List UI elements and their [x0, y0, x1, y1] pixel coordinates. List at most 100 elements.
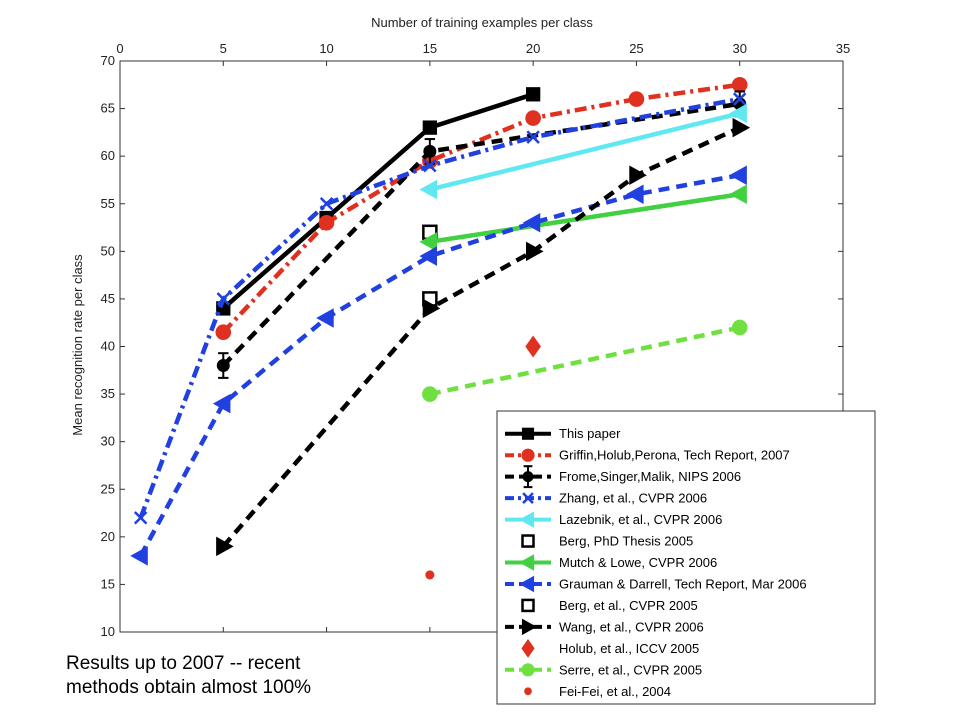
marker-triangle-left	[522, 213, 541, 233]
marker-triangle-right	[629, 165, 647, 185]
marker-square-outline	[521, 598, 535, 613]
errorbar-circle	[216, 359, 230, 373]
y-tick-label: 70	[101, 53, 115, 68]
marker-circle	[731, 76, 748, 93]
marker-triangle-left	[419, 232, 438, 252]
marker-square-outline	[521, 534, 535, 548]
marker-triangle-left	[519, 575, 535, 593]
y-tick-label: 55	[101, 196, 115, 211]
caption-line-1: Results up to 2007 -- recent	[66, 653, 301, 674]
y-tick-label: 10	[101, 624, 115, 639]
legend-label: Frome,Singer,Malik, NIPS 2006	[559, 469, 741, 484]
series-10	[216, 117, 751, 557]
errorbar-circle	[522, 471, 534, 483]
legend-label: This paper	[559, 426, 621, 441]
legend-entry: This paper	[505, 426, 621, 441]
legend-entry: Lazebnik, et al., CVPR 2006	[505, 511, 722, 528]
x-tick-label: 15	[423, 41, 437, 56]
marker-triangle-left	[519, 554, 535, 571]
series-11	[525, 335, 541, 358]
cross-stroke-b	[319, 197, 334, 211]
legend: This paper Griffin,Holub,Perona, Tech Rep…	[496, 410, 876, 705]
series-line	[221, 82, 741, 334]
marker-circle	[628, 91, 645, 107]
marker-errorbar	[216, 352, 230, 379]
legend-label: Berg, et al., CVPR 2005	[559, 598, 698, 613]
caption-line-2: methods obtain almost 100%	[66, 677, 312, 698]
marker-errorbar	[522, 465, 534, 489]
marker-circle	[521, 448, 535, 462]
marker-triangle-left	[519, 511, 535, 528]
marker-triangle-right	[525, 241, 544, 262]
series-line	[429, 111, 741, 192]
marker-square	[525, 87, 541, 102]
series-line	[429, 192, 741, 245]
x-tick-label: 35	[836, 41, 850, 56]
legend-label: Mutch & Lowe, CVPR 2006	[559, 555, 717, 570]
y-tick-label: 45	[101, 291, 115, 306]
marker-triangle-right	[521, 618, 537, 636]
cross-stroke-b	[522, 492, 534, 504]
marker-triangle-left	[626, 184, 644, 204]
cross-stroke-b	[526, 130, 540, 144]
cross-stroke-b	[133, 511, 148, 525]
marker-cross	[133, 511, 148, 525]
legend-label: Zhang, et al., CVPR 2006	[559, 491, 707, 506]
x-tick-label: 20	[526, 41, 540, 56]
series-layer	[130, 76, 751, 580]
marker-hollow-square	[521, 534, 535, 548]
y-tick-label: 60	[101, 148, 115, 163]
y-tick-label: 15	[101, 576, 115, 591]
legend-entry: Zhang, et al., CVPR 2006	[505, 491, 707, 506]
marker-dot	[425, 570, 435, 580]
y-tick-label: 25	[101, 481, 115, 496]
marker-triangle-left	[729, 103, 747, 124]
y-axis-label: Mean recognition rate per class	[70, 254, 85, 436]
series-4	[133, 92, 747, 525]
series-1	[216, 87, 541, 316]
legend-label: Lazebnik, et al., CVPR 2006	[559, 512, 722, 527]
marker-circle	[525, 110, 541, 126]
series-8	[130, 165, 747, 566]
legend-label: Serre, et al., CVPR 2005	[559, 662, 702, 677]
legend-entry: Griffin,Holub,Perona, Tech Report, 2007	[505, 448, 790, 463]
marker-circle	[318, 214, 335, 231]
x-tick-label: 0	[116, 41, 123, 56]
legend-label: Griffin,Holub,Perona, Tech Report, 2007	[559, 448, 790, 463]
x-axis-label: Number of training examples per class	[371, 15, 593, 30]
series-12	[422, 319, 748, 402]
marker-square	[422, 120, 438, 135]
y-tick-label: 50	[101, 243, 115, 258]
legend-label: Grauman & Darrell, Tech Report, Mar 2006	[559, 576, 807, 591]
legend-entry: Mutch & Lowe, CVPR 2006	[505, 554, 717, 571]
y-tick-label: 20	[101, 529, 115, 544]
marker-diamond	[521, 638, 535, 658]
plot-area: 0 5 10 15 20 25 30 35 10 15 20 25 30 35 40 45 50 55 60 65 70	[101, 41, 851, 639]
marker-triangle-left	[729, 184, 747, 204]
x-tick-label: 30	[732, 41, 746, 56]
series-line	[429, 325, 741, 397]
marker-triangle-left	[729, 165, 747, 185]
y-tick-label: 65	[101, 101, 115, 116]
marker-cross	[423, 158, 437, 173]
marker-cross	[732, 92, 747, 106]
cross-stroke-b	[732, 92, 747, 106]
series-line	[221, 92, 534, 311]
legend-label: Fei-Fei, et al., 2004	[559, 684, 671, 699]
legend-label: Wang, et al., CVPR 2006	[559, 619, 704, 634]
series-2	[215, 76, 748, 341]
marker-cross	[522, 492, 534, 504]
series-13	[425, 570, 435, 580]
marker-cross	[319, 197, 334, 211]
y-tick-label: 35	[101, 386, 115, 401]
series-line	[138, 96, 741, 519]
marker-square	[521, 427, 535, 440]
marker-circle	[521, 663, 535, 677]
marker-triangle-right	[422, 298, 441, 319]
cross-stroke-b	[423, 158, 437, 173]
legend-entry: Grauman & Darrell, Tech Report, Mar 2006	[505, 575, 807, 593]
legend-label: Berg, PhD Thesis 2005	[559, 534, 693, 549]
errorbar-circle	[423, 144, 437, 158]
marker-triangle-left	[316, 308, 334, 328]
